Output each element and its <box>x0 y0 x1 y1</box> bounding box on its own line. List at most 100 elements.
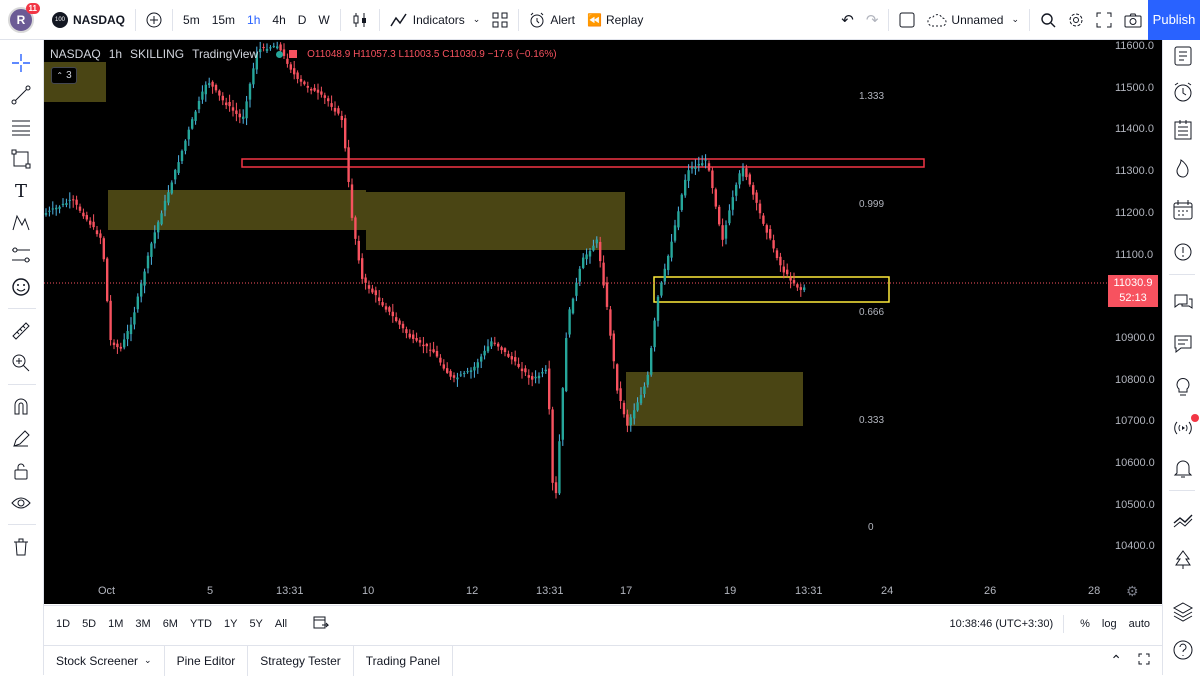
interval-w[interactable]: W <box>318 12 330 27</box>
indicators-collapse-button[interactable]: ⌃ 3 <box>51 67 77 84</box>
layout-select-button[interactable] <box>893 0 921 40</box>
candle-body <box>293 68 296 75</box>
go-to-date-button[interactable] <box>307 615 335 632</box>
chats-icon[interactable] <box>1171 290 1195 314</box>
indicators-button[interactable]: Indicators ⌄ <box>384 0 487 40</box>
log-toggle[interactable]: log <box>1101 617 1117 630</box>
range-6m[interactable]: 6M <box>162 617 178 630</box>
tab-stock-screener[interactable]: Stock Screener ⌄ <box>44 645 165 676</box>
resistance-box[interactable] <box>241 158 925 168</box>
search-button[interactable] <box>1034 0 1062 40</box>
user-avatar[interactable]: R 11 <box>8 2 40 33</box>
auto-toggle[interactable]: auto <box>1128 617 1150 630</box>
trend-line-icon[interactable] <box>10 84 32 106</box>
range-3m[interactable]: 3M <box>135 617 151 630</box>
snapshot-button[interactable] <box>1118 0 1148 40</box>
eye-icon[interactable] <box>10 492 32 514</box>
candle-body <box>554 482 558 494</box>
help-icon[interactable] <box>1171 638 1195 662</box>
tab-pine-editor[interactable]: Pine Editor <box>165 645 249 676</box>
interval-15m[interactable]: 15m <box>211 12 236 27</box>
candle-body <box>361 258 364 279</box>
trash-icon[interactable] <box>10 536 32 558</box>
redo-button[interactable]: ↷ <box>860 0 885 40</box>
layout-name-button[interactable]: Unnamed ⌄ <box>921 0 1025 40</box>
ideas-lightbulb-icon[interactable] <box>1171 240 1195 264</box>
range-1y[interactable]: 1Y <box>223 617 238 630</box>
magnet-icon[interactable] <box>10 396 32 418</box>
candle-body <box>58 206 61 209</box>
price-chart[interactable]: 1.333 0.999 0.666 0.333 0 <box>44 40 1162 604</box>
chevron-down-icon: ⌄ <box>1011 14 1019 24</box>
candle-body <box>765 225 768 233</box>
interval-1h[interactable]: 1h <box>247 12 261 27</box>
candle-body <box>299 78 303 82</box>
alerts-clock-icon[interactable] <box>1171 80 1195 104</box>
chart-canvas[interactable] <box>44 40 1162 604</box>
pattern-tool-icon[interactable] <box>10 212 32 234</box>
hotlists-flame-icon[interactable] <box>1171 156 1195 180</box>
flag-icon <box>289 50 298 58</box>
range-1m[interactable]: 1M <box>108 617 124 630</box>
chart-legend: NASDAQ 1h SKILLING TradingView O11048.9 … <box>50 47 557 61</box>
templates-button[interactable] <box>486 0 514 40</box>
range-5d[interactable]: 5D <box>82 617 97 630</box>
ideas-bulb-icon[interactable] <box>1171 374 1195 398</box>
layers-icon[interactable] <box>1171 600 1195 624</box>
chart-settings-gear-icon[interactable]: ⚙ <box>1126 583 1139 599</box>
rectangle-tool-icon[interactable] <box>10 148 32 170</box>
stay-in-drawing-mode-icon[interactable] <box>10 428 32 450</box>
tab-trading-panel[interactable]: Trading Panel <box>354 645 454 676</box>
candle-body <box>106 258 109 302</box>
fullscreen-button[interactable] <box>1090 0 1118 40</box>
candle-body <box>109 300 112 341</box>
interval-5m[interactable]: 5m <box>183 12 200 27</box>
percent-toggle[interactable]: % <box>1080 617 1090 630</box>
crosshair-icon[interactable] <box>10 52 32 74</box>
settings-button[interactable] <box>1062 0 1090 40</box>
alert-button[interactable]: Alert <box>523 0 581 40</box>
emoji-icon[interactable] <box>10 276 32 298</box>
candle-body <box>612 333 615 362</box>
publish-button[interactable]: Publish <box>1148 0 1200 40</box>
calendar-icon[interactable] <box>1171 198 1195 222</box>
current-range-box[interactable] <box>653 276 890 303</box>
legend-symbol: NASDAQ <box>50 47 101 61</box>
candle-body <box>786 269 789 275</box>
watchlist-icon[interactable] <box>1171 44 1195 68</box>
candle-body <box>374 290 377 296</box>
lock-icon[interactable] <box>10 460 32 482</box>
collapse-panel-chevron-up-icon[interactable]: ⌃ <box>1110 652 1122 668</box>
data-window-icon[interactable] <box>1171 118 1195 142</box>
candle-body <box>248 83 252 100</box>
symbol-search-button[interactable]: 100 NASDAQ <box>46 0 131 40</box>
tab-strategy-tester[interactable]: Strategy Tester <box>248 645 354 676</box>
pine-icon[interactable] <box>1171 548 1195 572</box>
compare-symbol-button[interactable] <box>140 0 168 40</box>
maximize-panel-icon[interactable] <box>1134 653 1162 668</box>
chart-type-button[interactable] <box>345 0 375 40</box>
ruler-icon[interactable] <box>10 320 32 342</box>
undo-button[interactable]: ↶ <box>835 0 860 40</box>
notes-icon[interactable] <box>1171 332 1195 356</box>
ideas-stream-icon[interactable] <box>1171 508 1195 532</box>
notifications-bell-icon[interactable] <box>1171 456 1195 480</box>
fib-retracement-icon[interactable] <box>10 116 32 138</box>
current-price-tag: 11030.9 52:13 <box>1108 275 1158 307</box>
clock-timezone[interactable]: 10:38:46 (UTC+3:30) <box>949 617 1054 630</box>
interval-d[interactable]: D <box>297 12 307 27</box>
candle-body <box>497 343 500 347</box>
range-ytd[interactable]: YTD <box>189 617 212 630</box>
replay-button[interactable]: ⏪ Replay <box>587 12 644 27</box>
interval-4h[interactable]: 4h <box>272 12 286 27</box>
prediction-tool-icon[interactable] <box>10 244 32 266</box>
range-all[interactable]: All <box>274 617 288 630</box>
range-1d[interactable]: 1D <box>56 617 71 630</box>
range-5y[interactable]: 5Y <box>249 617 263 630</box>
candle-body <box>89 220 92 225</box>
zoom-in-icon[interactable] <box>10 352 32 374</box>
candle-body <box>415 337 418 341</box>
streams-icon[interactable] <box>1171 414 1199 440</box>
candle-body <box>133 312 136 325</box>
text-tool-icon[interactable]: T <box>14 180 27 202</box>
